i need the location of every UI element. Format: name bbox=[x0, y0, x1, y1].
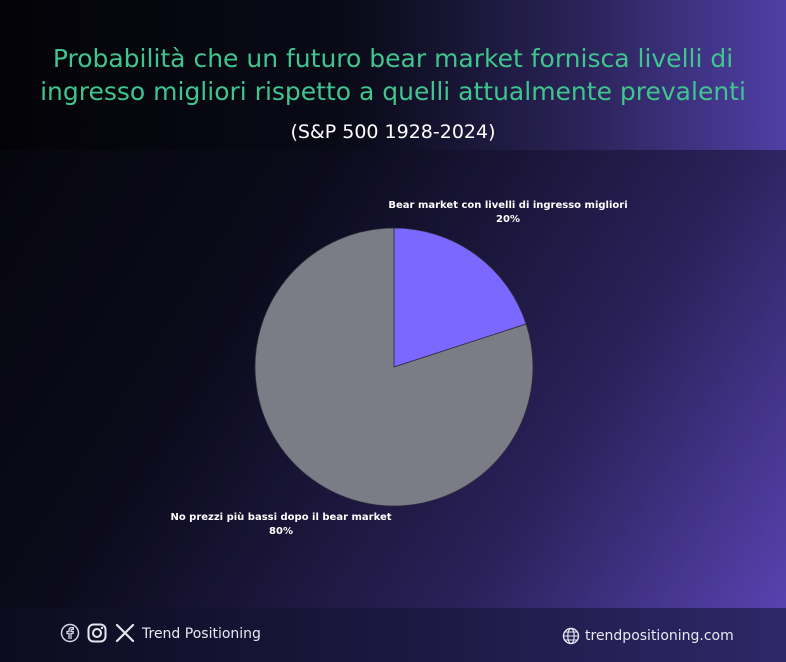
brand-name: Trend Positioning bbox=[142, 626, 261, 642]
header-band bbox=[0, 0, 786, 150]
instagram-icon[interactable] bbox=[87, 623, 107, 643]
chart-subtitle: (S&P 500 1928-2024) bbox=[290, 121, 496, 143]
chart-title-line-1: Probabilità che un futuro bear market fo… bbox=[52, 44, 734, 73]
slice-value-label-1: 20% bbox=[496, 214, 520, 225]
x-icon[interactable] bbox=[115, 623, 135, 643]
pie-chart: Bear market con livelli di ingresso migl… bbox=[170, 200, 627, 537]
slice-label-1: Bear market con livelli di ingresso migl… bbox=[388, 200, 627, 211]
chart-title-line-2: ingresso migliori rispetto a quelli attu… bbox=[40, 77, 746, 106]
website-link[interactable]: trendpositioning.com bbox=[585, 628, 734, 644]
pie-slice-2 bbox=[254, 227, 534, 507]
facebook-icon[interactable] bbox=[60, 623, 80, 643]
pie-slice-1 bbox=[393, 227, 527, 368]
footer-bar bbox=[0, 608, 786, 662]
slice-value-label-2: 80% bbox=[269, 526, 293, 537]
slice-label-2: No prezzi più bassi dopo il bear market bbox=[170, 511, 391, 523]
globe-icon bbox=[562, 627, 580, 645]
chart-title: Probabilità che un futuro bear market fo… bbox=[0, 42, 786, 108]
